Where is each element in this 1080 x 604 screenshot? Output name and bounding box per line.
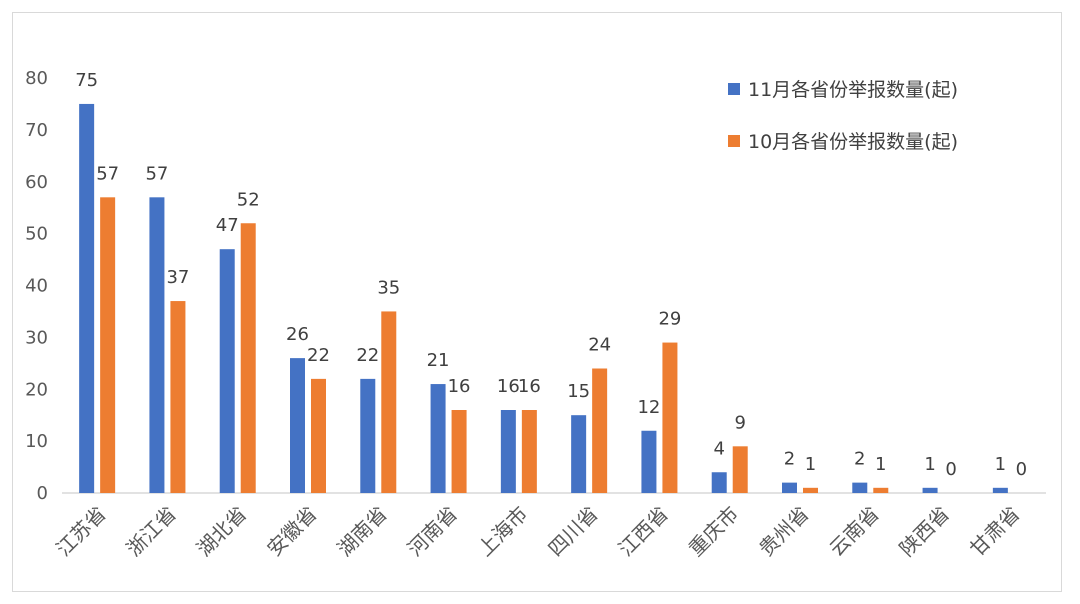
data-label: 16 [497, 376, 520, 397]
data-label: 0 [945, 459, 956, 480]
x-axis: 江苏省 浙江省 湖北省 安徽省 湖南省 河南省 上海市 四川省 江西省 重庆市 贵州省 云南省 陕西省甘… [51, 502, 1024, 561]
x-category-label: 河南省 [403, 502, 462, 561]
x-category-label: 江西省 [614, 502, 673, 561]
data-label: 12 [637, 397, 660, 418]
data-label: 22 [356, 345, 379, 366]
data-label: 15 [567, 381, 590, 402]
legend: 11月各省份举报数量(起) 10月各省份举报数量(起) [728, 79, 958, 153]
bars-group [79, 103, 1008, 493]
bar-oct [170, 301, 186, 493]
bar-oct [662, 342, 678, 493]
data-label: 1 [805, 454, 816, 475]
data-label: 35 [377, 277, 400, 298]
x-category-label: 陕西省 [895, 502, 954, 561]
bar-nov [992, 487, 1008, 493]
data-label: 0 [1016, 459, 1027, 480]
bar-nov [852, 482, 868, 493]
legend-label: 11月各省份举报数量(起) [748, 79, 958, 101]
bar-nov [360, 378, 376, 493]
bar-nov [219, 249, 235, 493]
data-label: 75 [75, 70, 98, 91]
y-tick-label: 40 [25, 276, 48, 297]
x-category-label: 四川省 [543, 502, 602, 561]
y-axis: 0 10 20 30 40 50 60 70 80 [25, 68, 48, 504]
legend-label: 10月各省份举报数量(起) [748, 131, 958, 153]
x-category-label: 江苏省 [51, 502, 110, 561]
bar-oct [240, 223, 256, 493]
x-category-label: 重庆市 [684, 502, 743, 561]
data-label: 29 [658, 309, 681, 330]
bar-oct [592, 368, 608, 493]
x-category-label: 甘肃省 [965, 502, 1024, 561]
bar-oct [451, 410, 467, 493]
bar-oct [100, 197, 116, 493]
data-label: 1 [875, 454, 886, 475]
bar-nov [782, 482, 797, 493]
bar-nov [79, 103, 95, 493]
data-label: 16 [518, 376, 541, 397]
data-label: 57 [96, 163, 119, 184]
bar-nov [500, 410, 516, 493]
data-label: 1 [924, 454, 935, 475]
bar-oct [311, 378, 326, 493]
data-label: 24 [588, 335, 611, 356]
y-tick-label: 70 [25, 120, 48, 141]
x-category-label: 湖北省 [192, 502, 251, 561]
bar-nov [571, 415, 587, 493]
data-label: 16 [448, 376, 471, 397]
data-label: 52 [237, 189, 260, 210]
data-label: 22 [307, 345, 330, 366]
y-tick-label: 20 [25, 379, 48, 400]
legend-swatch [728, 135, 740, 147]
y-tick-label: 10 [25, 431, 48, 452]
data-label: 2 [854, 449, 865, 470]
data-label: 9 [734, 412, 745, 433]
data-label: 4 [713, 438, 724, 459]
bar-oct [803, 487, 818, 493]
x-category-label: 安徽省 [262, 502, 321, 561]
bar-oct [381, 311, 397, 493]
y-tick-label: 30 [25, 327, 48, 348]
bar-nov [922, 487, 938, 493]
bar-oct [521, 410, 537, 493]
bar-nov [290, 358, 305, 493]
x-category-label: 湖南省 [332, 502, 391, 561]
chart-frame [12, 12, 1062, 592]
x-category-label: 贵州省 [754, 502, 813, 561]
bar-nov [641, 430, 657, 493]
data-label: 47 [216, 215, 239, 236]
data-label: 2 [784, 449, 795, 470]
legend-swatch [728, 83, 740, 95]
y-tick-label: 50 [25, 224, 48, 245]
x-category-label: 浙江省 [122, 502, 181, 561]
data-label: 21 [427, 350, 450, 371]
y-tick-label: 0 [37, 483, 48, 504]
x-category-label: 云南省 [824, 502, 883, 561]
data-label: 57 [145, 163, 168, 184]
y-tick-label: 60 [25, 172, 48, 193]
x-category-label: 上海市 [473, 502, 532, 561]
bar-nov [149, 197, 165, 493]
bar-oct [873, 487, 889, 493]
bar-nov [430, 384, 446, 493]
data-label: 1 [995, 454, 1006, 475]
data-label: 26 [286, 324, 309, 345]
bar-oct [732, 446, 748, 493]
y-tick-label: 80 [25, 68, 48, 89]
data-label: 37 [166, 267, 189, 288]
bar-nov [711, 472, 727, 493]
